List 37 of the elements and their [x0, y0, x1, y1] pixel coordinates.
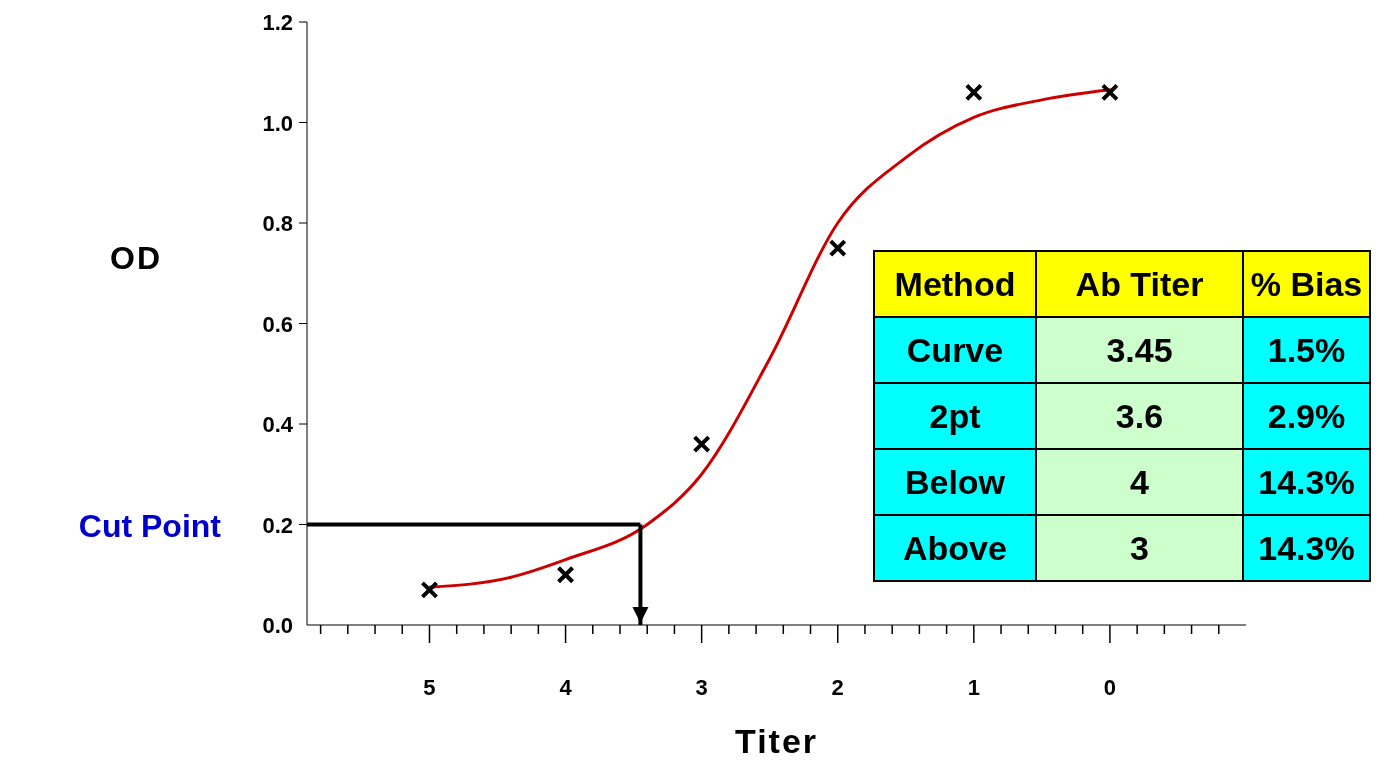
x-tick-label: 4	[559, 675, 573, 700]
text: 2.9%	[1267, 396, 1346, 435]
text: 1.5%	[1267, 330, 1346, 369]
text: 3.45	[1106, 330, 1173, 369]
y-axis-title: OD	[110, 240, 162, 277]
category-label: Curve	[906, 330, 1004, 369]
x-tick-label: 1	[967, 675, 980, 700]
y-tick-label: 0.2	[262, 512, 293, 538]
point	[828, 239, 847, 258]
x-axis-title: Titer	[735, 722, 819, 761]
ref-line-label: Cut Point	[78, 507, 222, 544]
point	[964, 83, 983, 102]
y-tick-label: 1.2	[262, 10, 293, 35]
y-tick-label: 0.4	[262, 412, 294, 437]
x-tick-label: 5	[423, 675, 436, 700]
text: 3	[1130, 528, 1149, 567]
y-tick-label: 1.0	[262, 110, 293, 136]
text: 4	[1130, 462, 1149, 501]
point	[556, 565, 575, 584]
x-tick-label: 0	[1103, 675, 1117, 700]
category-label: Below	[904, 462, 1006, 501]
point	[692, 435, 711, 454]
text: 14.3%	[1258, 462, 1355, 501]
category-label: Ab Titer	[1036, 251, 1243, 317]
category-label: Above	[903, 528, 1007, 567]
text: 3.6	[1115, 396, 1164, 435]
point	[1100, 83, 1119, 102]
y-tick-label: 0.8	[262, 211, 293, 236]
y-tick-label: 0.6	[262, 311, 293, 337]
point	[420, 580, 439, 599]
category-label: 2pt	[929, 396, 981, 435]
category-label: Method	[874, 251, 1036, 317]
category-label: % Bias	[1243, 251, 1370, 317]
y-tick-label: 0.0	[262, 613, 293, 638]
x-tick-label: 3	[695, 675, 708, 700]
x-tick-label: 2	[831, 675, 844, 700]
text: 14.3%	[1258, 528, 1355, 567]
